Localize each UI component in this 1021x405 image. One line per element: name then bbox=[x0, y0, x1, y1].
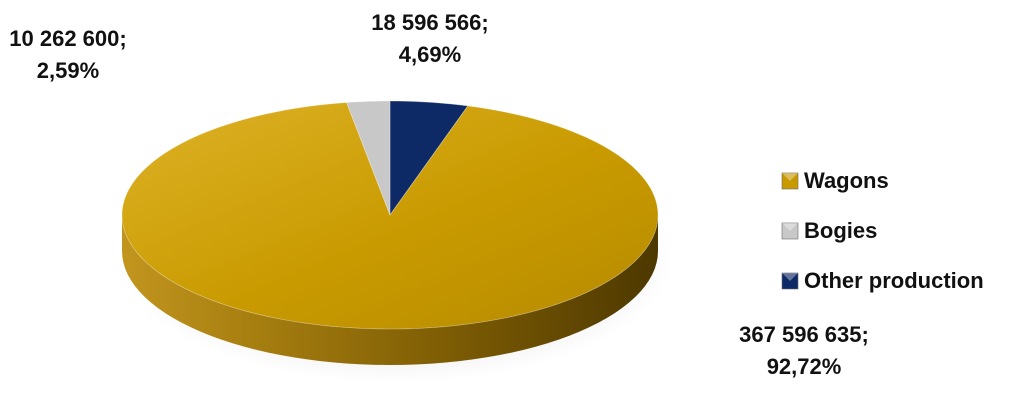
legend-label-wagons: Wagons bbox=[804, 168, 889, 193]
data-label-bogies: 10 262 600; 2,59% bbox=[9, 26, 126, 83]
legend-swatch-highlight-wagons bbox=[782, 173, 798, 181]
legend-swatch-highlight-bogies bbox=[782, 223, 798, 231]
pie-slice-wagons bbox=[121, 102, 659, 330]
legend-item-wagons: Wagons bbox=[781, 168, 889, 193]
pie-slice-bogies bbox=[346, 100, 391, 216]
legend-swatch-highlight-other-production bbox=[782, 273, 798, 281]
data-label-value-bogies: 10 262 600; bbox=[9, 26, 126, 51]
data-label-wagons: 367 596 635; 92,72% bbox=[739, 322, 869, 379]
pie-slice-other-production bbox=[389, 100, 469, 217]
legend-swatch-bogies bbox=[781, 222, 799, 240]
pie-side-wagons bbox=[122, 215, 658, 365]
data-label-value-other-production: 18 596 566; bbox=[371, 10, 488, 35]
data-label-percent-wagons: 92,72% bbox=[767, 354, 842, 379]
data-label-percent-other-production: 4,69% bbox=[399, 42, 461, 67]
legend-item-bogies: Bogies bbox=[781, 218, 877, 243]
data-label-value-wagons: 367 596 635; bbox=[739, 322, 869, 347]
legend-swatch-wagons bbox=[781, 172, 799, 190]
legend-label-bogies: Bogies bbox=[804, 218, 877, 243]
legend-swatch-other-production bbox=[781, 272, 799, 290]
data-label-percent-bogies: 2,59% bbox=[37, 58, 99, 83]
legend-item-other-production: Other production bbox=[781, 268, 984, 293]
data-label-other-production: 18 596 566; 4,69% bbox=[371, 10, 488, 67]
legend-label-other-production: Other production bbox=[804, 268, 984, 293]
